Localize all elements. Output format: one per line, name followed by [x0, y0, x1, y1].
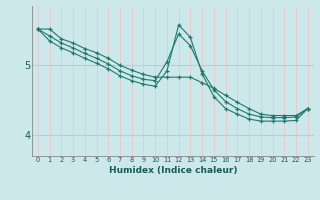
X-axis label: Humidex (Indice chaleur): Humidex (Indice chaleur) — [108, 166, 237, 175]
